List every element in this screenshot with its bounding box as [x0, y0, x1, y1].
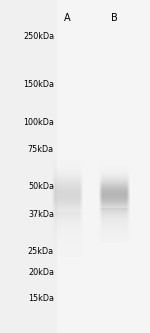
Text: B: B [111, 13, 117, 23]
Text: 75kDa: 75kDa [28, 145, 54, 154]
Text: 15kDa: 15kDa [28, 294, 54, 303]
Text: 50kDa: 50kDa [28, 182, 54, 191]
Text: 37kDa: 37kDa [28, 210, 54, 219]
Text: 100kDa: 100kDa [23, 118, 54, 127]
Text: 250kDa: 250kDa [23, 32, 54, 41]
Text: 150kDa: 150kDa [23, 80, 54, 89]
Text: A: A [64, 13, 70, 23]
Text: 20kDa: 20kDa [28, 268, 54, 277]
Text: 25kDa: 25kDa [28, 247, 54, 256]
